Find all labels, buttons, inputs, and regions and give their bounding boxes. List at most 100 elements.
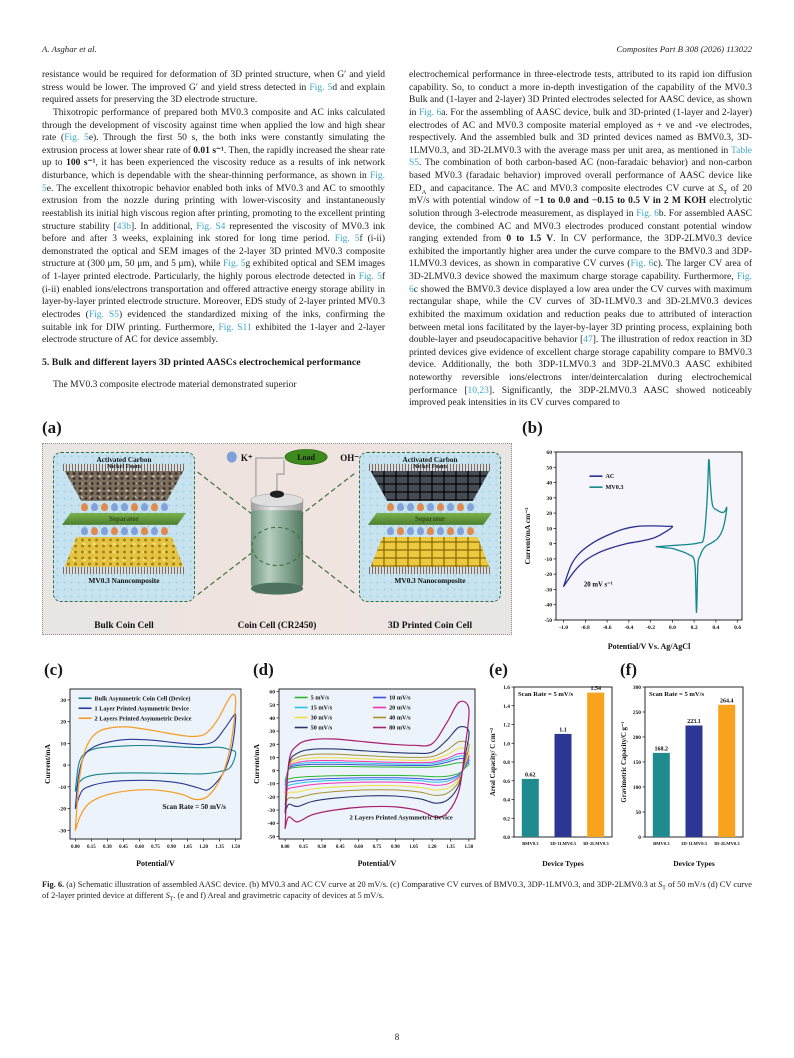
svg-text:Potential/V Vs. Ag/AgCl: Potential/V Vs. Ag/AgCl bbox=[608, 642, 691, 651]
svg-text:1.54: 1.54 bbox=[590, 686, 601, 692]
svg-text:30: 30 bbox=[269, 729, 275, 735]
figure-caption: Fig. 6. (a) Schematic illustration of as… bbox=[42, 879, 752, 903]
dashed-connector-line bbox=[197, 471, 357, 595]
svg-text:60: 60 bbox=[269, 690, 275, 696]
svg-text:1 Layer Printed Asymmetric Dev: 1 Layer Printed Asymmetric Device bbox=[95, 705, 190, 712]
printed-mv-electrode bbox=[370, 536, 490, 567]
citation-link[interactable]: 10,23 bbox=[467, 385, 489, 396]
svg-text:0: 0 bbox=[638, 835, 641, 841]
cation-icon bbox=[120, 502, 128, 511]
text-column-left: resistance would be required for deforma… bbox=[42, 69, 385, 410]
svg-text:0.00: 0.00 bbox=[71, 845, 80, 850]
cation-icon bbox=[386, 526, 394, 535]
citation-link[interactable]: Fig. 5 bbox=[64, 133, 89, 144]
bulk-cell-diagram: Activated Carbon Nickel Foam Separator M… bbox=[53, 451, 195, 602]
text-segment: e. The excellent thixotropic behavior en… bbox=[42, 183, 385, 232]
cation-icon bbox=[150, 526, 158, 535]
anion-icon bbox=[80, 502, 88, 511]
coin-cell-terminal bbox=[269, 490, 285, 498]
svg-text:Scan Rate = 50 mV/s: Scan Rate = 50 mV/s bbox=[162, 803, 226, 811]
separator-layer: Separator bbox=[367, 512, 493, 525]
schematic-box: Load K⁺ OH⁻ Activated Carbon Nickel Foam… bbox=[42, 442, 512, 635]
citation-link[interactable]: Fig. 6 bbox=[418, 107, 442, 118]
text-segment: ) evidenced the standardized mixing of t… bbox=[42, 309, 385, 333]
hydroxide-ion-label: OH⁻ bbox=[340, 453, 359, 463]
text-segment: 100 s⁻¹ bbox=[66, 158, 96, 169]
page-header: A. Asghar et al. Composites Part B 308 (… bbox=[42, 44, 752, 54]
anion-icon bbox=[110, 526, 118, 535]
svg-text:1.2: 1.2 bbox=[503, 722, 510, 728]
svg-text:0.30: 0.30 bbox=[318, 845, 327, 850]
layer-label-activated-carbon: Activated Carbon bbox=[96, 455, 152, 464]
coin-cell-caption: Coin Cell (CR2450) bbox=[237, 620, 317, 631]
citation-link[interactable]: 47 bbox=[583, 335, 593, 346]
circuit-wire bbox=[276, 459, 285, 495]
svg-text:60: 60 bbox=[546, 450, 552, 456]
svg-text:40: 40 bbox=[546, 480, 552, 486]
cation-icon bbox=[110, 502, 118, 511]
text-segment: S bbox=[658, 879, 663, 889]
cation-icon bbox=[140, 502, 148, 511]
text-segment: 0 to 1.5 V bbox=[506, 234, 554, 245]
svg-text:0.0: 0.0 bbox=[669, 625, 676, 631]
svg-text:MV0.3: MV0.3 bbox=[605, 484, 623, 491]
text-segment: The MV0.3 composite electrode material d… bbox=[53, 380, 297, 391]
citation-link[interactable]: Fig. 6 bbox=[409, 272, 752, 295]
nickel-foam-label: Nickel Foam bbox=[412, 462, 448, 470]
panel-e: (e) 0.0 0.2 0.4 0.6 0.8 1.0 1.2 1.4 1.6 0.62 BMV0.… bbox=[487, 661, 618, 869]
citation-link[interactable]: 43b bbox=[116, 221, 131, 232]
text-segment: a. For the assembling of AASC device, bu… bbox=[409, 107, 752, 156]
citation-link[interactable]: Fig. 5 bbox=[223, 259, 246, 270]
coin-cell-cap bbox=[250, 500, 304, 511]
svg-text:50 mV/s: 50 mV/s bbox=[311, 724, 333, 731]
text-segment: S bbox=[165, 891, 170, 901]
svg-text:20 mV s⁻¹: 20 mV s⁻¹ bbox=[584, 581, 613, 588]
text-segment: f (i-ii) enabled ions/electrons transpor… bbox=[42, 272, 385, 320]
svg-text:0: 0 bbox=[549, 542, 552, 548]
bar-chart-gravimetric-capacity: 0 50 100 150 200 250 300 168.2 BMV0.3 223.1 3D-1LM… bbox=[621, 685, 744, 868]
citation-link[interactable]: Fig. 5 bbox=[334, 234, 360, 245]
citation-link[interactable]: Fig. 5 bbox=[42, 171, 385, 194]
potassium-ion-icon bbox=[226, 451, 237, 463]
citation-link[interactable]: Fig. 5 bbox=[309, 82, 333, 93]
text-segment: resistance would be required for deforma… bbox=[42, 70, 385, 93]
svg-text:10: 10 bbox=[546, 526, 552, 532]
anion-icon bbox=[140, 526, 148, 535]
panel-b: (b) -1.0 -0.8 -0.6 -0.4 -0.2 0.0 0.2 0.4 0.6 -50-… bbox=[522, 419, 752, 657]
svg-text:BMV0.3: BMV0.3 bbox=[653, 841, 670, 846]
citation-link[interactable]: Fig. 6 bbox=[630, 259, 654, 270]
citation-link[interactable]: Fig. S11 bbox=[218, 322, 252, 333]
svg-text:0.90: 0.90 bbox=[167, 845, 176, 850]
ion-row bbox=[386, 526, 474, 535]
svg-text:1.05: 1.05 bbox=[409, 845, 418, 850]
svg-text:1.50: 1.50 bbox=[465, 845, 474, 850]
text-segment: S bbox=[718, 183, 724, 194]
citation-link[interactable]: Table S5 bbox=[409, 145, 752, 169]
cation-icon bbox=[160, 502, 168, 511]
text-segment: T bbox=[662, 885, 666, 892]
citation-link[interactable]: Fig. S5 bbox=[88, 309, 120, 320]
paragraph: resistance would be required for deforma… bbox=[42, 69, 385, 107]
anion-icon bbox=[446, 526, 454, 535]
citation-link[interactable]: Fig. S4 bbox=[196, 221, 226, 232]
citation-link[interactable]: Fig. 5 bbox=[358, 272, 382, 282]
svg-text:0.2: 0.2 bbox=[691, 625, 698, 631]
panel-a: (a) bbox=[42, 419, 512, 657]
svg-text:0.0: 0.0 bbox=[503, 835, 510, 841]
text-segment: g exhibited optical and SEM images of 1-… bbox=[42, 259, 385, 282]
panel-d-label: (d) bbox=[253, 659, 274, 679]
cation-icon bbox=[406, 502, 414, 511]
svg-text:50: 50 bbox=[269, 703, 275, 709]
text-segment: d and explain required assets for preser… bbox=[42, 82, 385, 106]
cation-icon bbox=[416, 526, 424, 535]
svg-text:20 mV/s: 20 mV/s bbox=[389, 704, 411, 711]
citation-link[interactable]: Fig. 6 bbox=[636, 208, 659, 219]
coin-cell-bottom bbox=[250, 582, 304, 595]
svg-text:-30: -30 bbox=[59, 828, 67, 834]
svg-text:0.6: 0.6 bbox=[503, 779, 510, 785]
cv-chart-scan-rates: 0.00 0.15 0.30 0.45 0.60 0.75 0.90 1.05 1.20 1.35… bbox=[252, 688, 476, 868]
cation-icon bbox=[130, 526, 138, 535]
text-segment: , it has been experienced the viscosity … bbox=[42, 158, 386, 181]
svg-text:1.05: 1.05 bbox=[183, 845, 192, 850]
svg-text:1.20: 1.20 bbox=[199, 845, 208, 850]
